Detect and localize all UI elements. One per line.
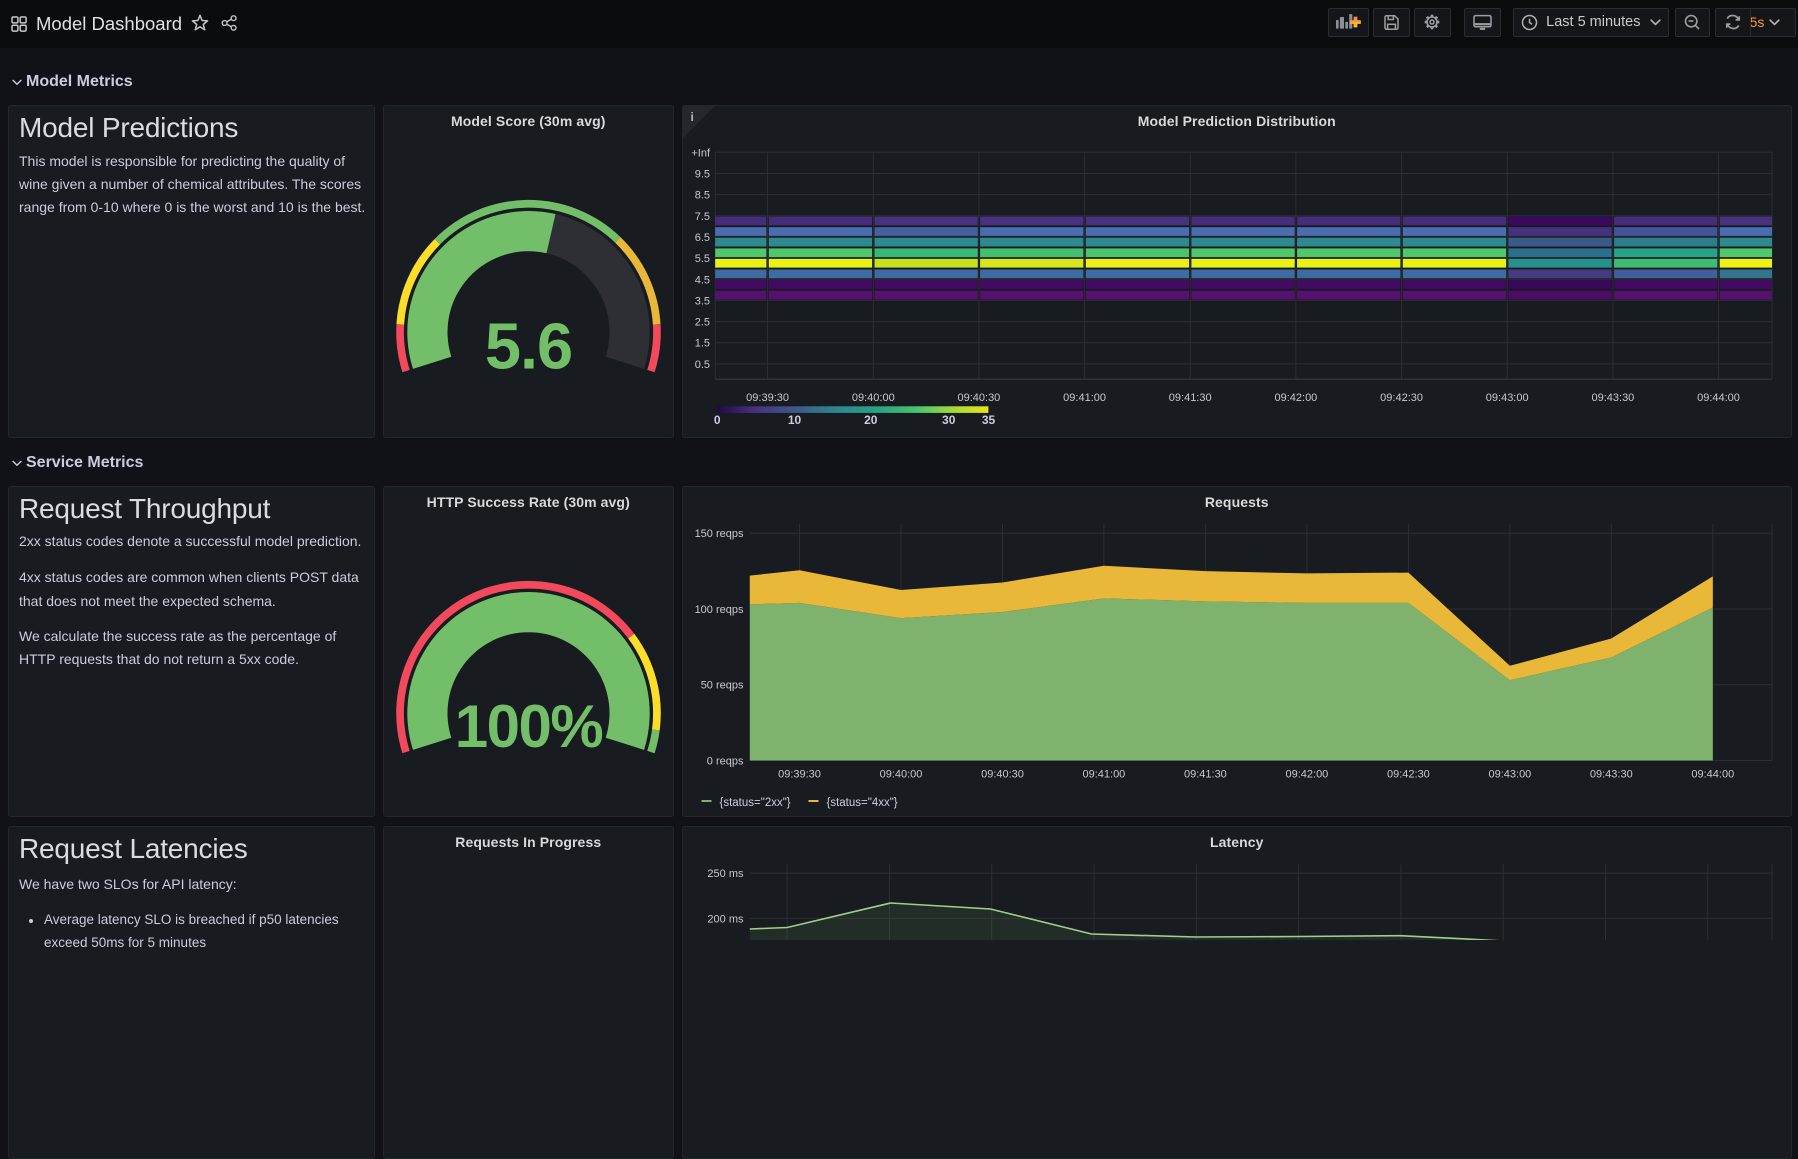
svg-text:2.5: 2.5: [694, 316, 709, 328]
svg-text:200 ms: 200 ms: [707, 913, 744, 925]
svg-text:09:43:30: 09:43:30: [1589, 769, 1632, 781]
svg-text:{status="2xx"}: {status="2xx"}: [719, 797, 790, 809]
svg-text:09:40:00: 09:40:00: [851, 392, 894, 404]
svg-text:3.5: 3.5: [694, 295, 709, 307]
svg-text:250 ms: 250 ms: [707, 868, 744, 880]
svg-text:09:41:00: 09:41:00: [1082, 769, 1125, 781]
svg-text:100%: 100%: [455, 693, 603, 760]
svg-text:09:41:00: 09:41:00: [1063, 392, 1106, 404]
svg-text:5.6: 5.6: [485, 309, 572, 382]
svg-text:50 reqps: 50 reqps: [700, 680, 743, 692]
svg-text:09:41:30: 09:41:30: [1183, 769, 1226, 781]
svg-text:09:42:00: 09:42:00: [1285, 769, 1328, 781]
svg-text:8.5: 8.5: [694, 189, 709, 201]
svg-text:0.5: 0.5: [694, 358, 709, 370]
svg-text:6.5: 6.5: [694, 231, 709, 243]
svg-text:09:41:30: 09:41:30: [1168, 392, 1211, 404]
svg-text:09:40:00: 09:40:00: [879, 769, 922, 781]
svg-text:09:42:30: 09:42:30: [1386, 769, 1429, 781]
svg-text:30: 30: [942, 413, 956, 427]
svg-text:10: 10: [787, 413, 801, 427]
svg-text:7.5: 7.5: [694, 210, 709, 222]
svg-text:0 reqps: 0 reqps: [706, 756, 743, 768]
svg-text:09:43:00: 09:43:00: [1488, 769, 1531, 781]
svg-text:09:40:30: 09:40:30: [981, 769, 1024, 781]
svg-text:09:44:00: 09:44:00: [1691, 769, 1734, 781]
svg-text:09:42:00: 09:42:00: [1274, 392, 1317, 404]
svg-text:09:43:30: 09:43:30: [1591, 392, 1634, 404]
svg-text:35: 35: [981, 413, 995, 427]
svg-text:4.5: 4.5: [694, 274, 709, 286]
svg-text:+Inf: +Inf: [691, 147, 711, 159]
svg-text:09:39:30: 09:39:30: [778, 769, 821, 781]
svg-text:20: 20: [864, 413, 878, 427]
svg-text:09:44:00: 09:44:00: [1697, 392, 1740, 404]
svg-text:09:39:30: 09:39:30: [746, 392, 789, 404]
svg-text:09:43:00: 09:43:00: [1485, 392, 1528, 404]
svg-text:9.5: 9.5: [694, 168, 709, 180]
svg-text:{status="4xx"}: {status="4xx"}: [826, 797, 897, 809]
svg-text:09:40:30: 09:40:30: [957, 392, 1000, 404]
svg-text:5.5: 5.5: [694, 253, 709, 265]
svg-text:100 reqps: 100 reqps: [694, 604, 743, 616]
svg-text:09:42:30: 09:42:30: [1380, 392, 1423, 404]
svg-text:150 reqps: 150 reqps: [694, 528, 743, 540]
svg-text:0: 0: [713, 413, 720, 427]
svg-text:1.5: 1.5: [694, 337, 709, 349]
